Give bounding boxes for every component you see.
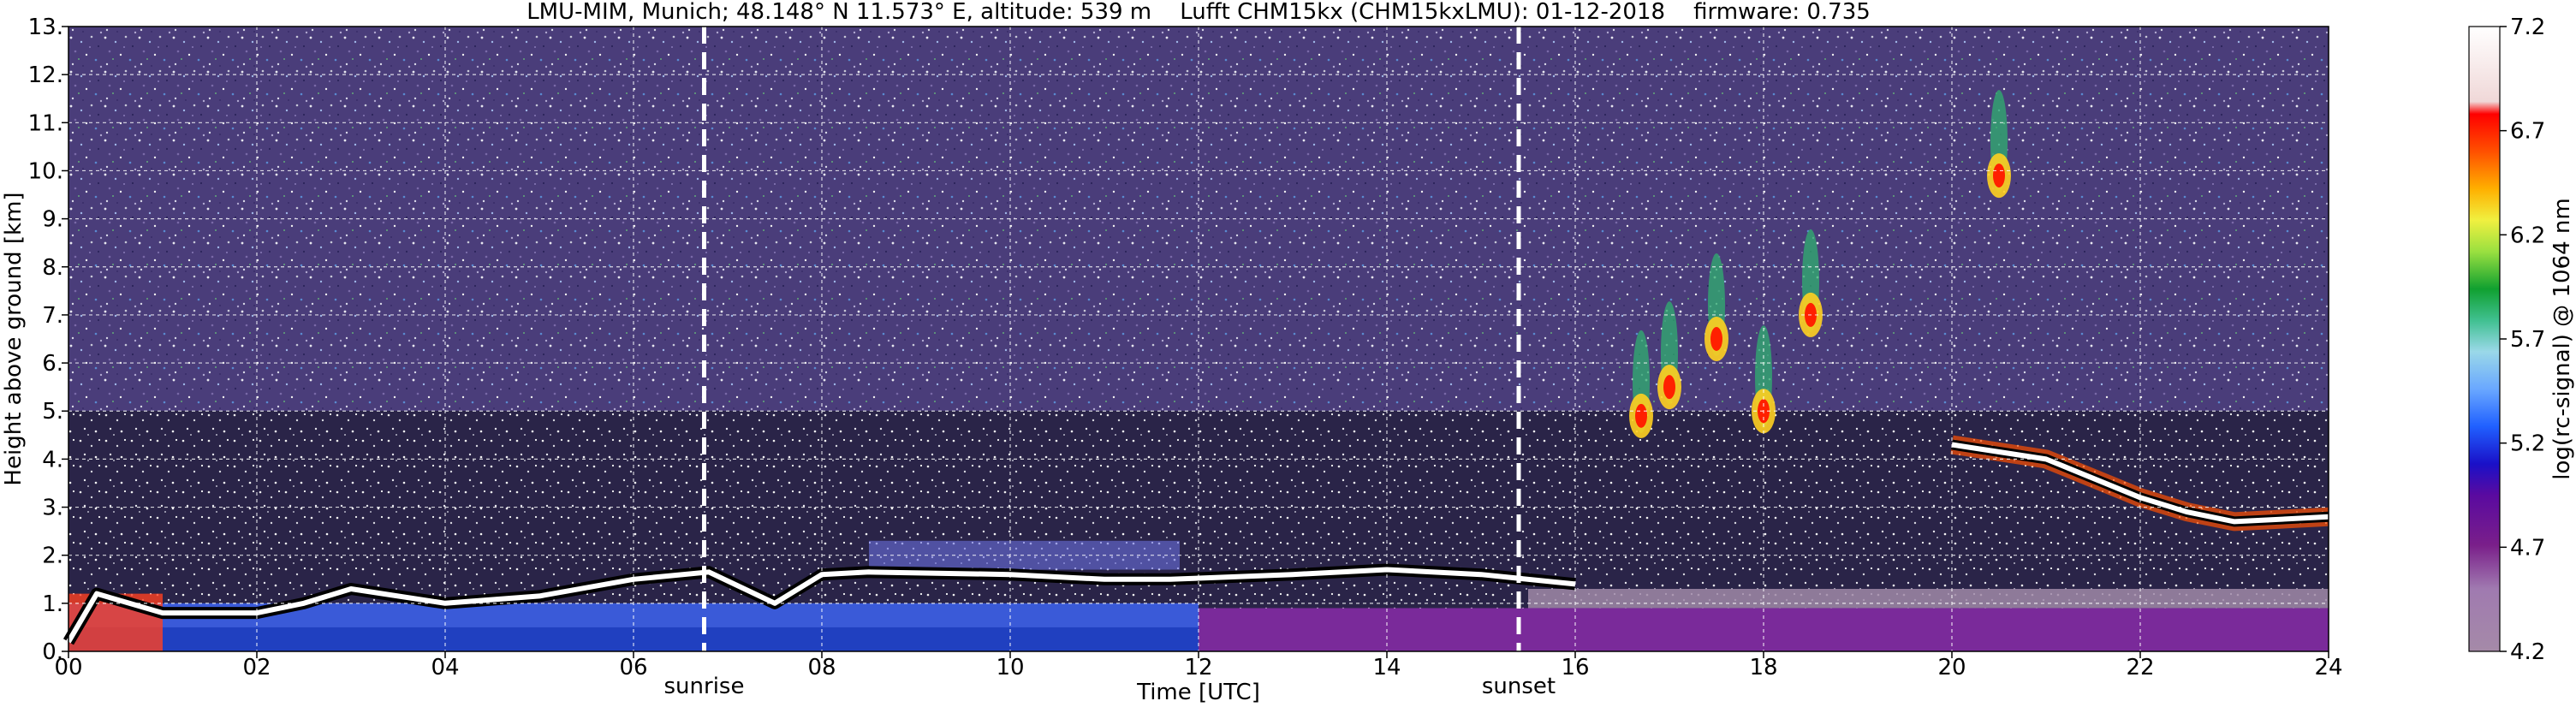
cloud-center bbox=[1635, 403, 1647, 428]
y-axis-ticks: 0. 1. 2. 3. 4. 5. 6. 7. 8. 9. 10. 11. 12. 13. bbox=[28, 15, 68, 665]
x-tick-label: 12 bbox=[1184, 655, 1212, 680]
cloud-center bbox=[1663, 375, 1675, 400]
x-tick-label: 02 bbox=[242, 655, 271, 680]
y-tick-label: 13. bbox=[28, 15, 63, 40]
band-mauve bbox=[1528, 589, 2329, 609]
chart-title: LMU-MIM, Munich; 48.148° N 11.573° E, al… bbox=[527, 0, 1871, 25]
x-axis-ticks: 00 02 04 06 08 10 12 14 16 18 20 22 24 bbox=[54, 651, 2343, 680]
cloud-center bbox=[1993, 163, 2005, 188]
cloud-center bbox=[1710, 327, 1722, 351]
y-tick-label: 10. bbox=[28, 158, 63, 184]
x-tick-label: 18 bbox=[1749, 655, 1777, 680]
y-tick-label: 11. bbox=[28, 110, 63, 136]
x-tick-label: 22 bbox=[2126, 655, 2154, 680]
y-tick-label: 12. bbox=[28, 62, 63, 88]
y-tick-label: 0. bbox=[42, 639, 63, 665]
colorbar-label: log(rc-signal) @ 1064 nm bbox=[2549, 198, 2575, 479]
x-tick-label: 04 bbox=[431, 655, 459, 680]
sunset-label: sunset bbox=[1482, 674, 1556, 699]
elevated-layer-line bbox=[1951, 442, 2329, 525]
y-tick-label: 7. bbox=[42, 303, 63, 329]
x-axis-label: Time [UTC] bbox=[1136, 680, 1260, 705]
boundary-layer-line bbox=[66, 567, 1576, 644]
colorbar-tick-label: 7.2 bbox=[2510, 15, 2545, 40]
plot-area bbox=[62, 26, 2329, 652]
grid-lines bbox=[68, 27, 2329, 651]
x-tick-label: 24 bbox=[2314, 655, 2342, 680]
colorbar-tick-label: 4.7 bbox=[2510, 535, 2545, 561]
y-tick-label: 3. bbox=[42, 496, 63, 521]
colorbar-tick-label: 5.2 bbox=[2510, 431, 2545, 457]
y-tick-label: 6. bbox=[42, 351, 63, 377]
signal-features bbox=[62, 90, 2329, 645]
x-tick-label: 16 bbox=[1561, 655, 1589, 680]
y-tick-label: 9. bbox=[42, 207, 63, 233]
y-tick-label: 4. bbox=[42, 447, 63, 472]
sun-markers bbox=[702, 27, 1521, 651]
x-tick-label: 00 bbox=[54, 655, 82, 680]
y-tick-label: 8. bbox=[42, 255, 63, 281]
colorbar-gradient bbox=[2468, 26, 2501, 652]
sunrise-label: sunrise bbox=[664, 674, 745, 699]
colorbar-ticks: 4.2 4.7 5.2 5.7 6.2 6.7 7.2 bbox=[2500, 15, 2545, 665]
colorbar-tick-label: 6.2 bbox=[2510, 223, 2545, 248]
x-tick-label: 06 bbox=[619, 655, 647, 680]
x-tick-label: 08 bbox=[807, 655, 836, 680]
colorbar: 4.2 4.7 5.2 5.7 6.2 6.7 7.2 log(rc-signal) @ 1… bbox=[2468, 15, 2575, 665]
x-tick-label: 14 bbox=[1372, 655, 1401, 680]
y-tick-label: 5. bbox=[42, 399, 63, 425]
colorbar-tick-label: 4.2 bbox=[2510, 639, 2545, 665]
x-tick-label: 20 bbox=[1937, 655, 1966, 680]
colorbar-tick-label: 5.7 bbox=[2510, 327, 2545, 353]
y-tick-label: 1. bbox=[42, 591, 63, 617]
x-tick-label: 10 bbox=[996, 655, 1024, 680]
colorbar-tick-label: 6.7 bbox=[2510, 119, 2545, 145]
y-tick-label: 2. bbox=[42, 544, 63, 569]
y-axis-label: Height above ground [km] bbox=[1, 192, 27, 485]
